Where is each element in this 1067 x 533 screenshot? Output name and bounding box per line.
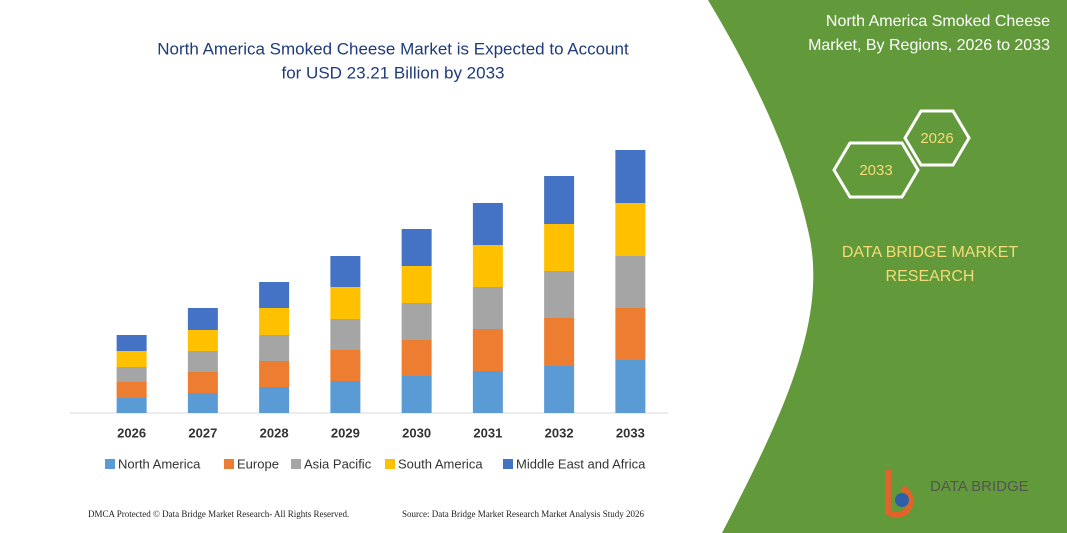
bar-segment [187, 372, 218, 393]
bar-segment [330, 256, 361, 287]
footer-left: DMCA Protected © Data Bridge Market Rese… [88, 509, 349, 519]
hexagon [832, 141, 920, 199]
legend-swatch [224, 459, 234, 469]
panel-title: North America Smoked Cheese [826, 13, 1050, 30]
bar-segment [116, 398, 147, 413]
legend-swatch [385, 459, 395, 469]
chart-title: for USD 23.21 Billion by 2033 [281, 63, 504, 82]
bar-segment [259, 308, 290, 335]
legend-label: South America [398, 456, 483, 471]
bar-segment [330, 319, 361, 350]
hex-label: 2033 [859, 162, 892, 179]
bar-segment [544, 224, 575, 271]
bar-segment [615, 203, 646, 256]
x-tick-label: 2028 [260, 425, 289, 440]
x-tick-label: 2027 [188, 425, 217, 440]
bar-segment [544, 176, 575, 224]
brand-text: DATA BRIDGE MARKET [842, 244, 1019, 261]
x-tick-label: 2032 [545, 425, 574, 440]
bar-segment [544, 366, 575, 413]
bar-segment [472, 287, 503, 329]
panel-title: Market, By Regions, 2026 to 2033 [808, 37, 1050, 54]
bar-segment [401, 340, 432, 376]
bar-segment [116, 367, 147, 382]
bar-segment [187, 393, 218, 413]
bar-segment [401, 376, 432, 413]
bar-segment [259, 282, 290, 308]
bar-segment [401, 229, 432, 266]
bar-segment [615, 256, 646, 308]
x-tick-label: 2026 [117, 425, 146, 440]
x-tick-label: 2029 [331, 425, 360, 440]
bar-segment [187, 308, 218, 330]
legend-label: Middle East and Africa [516, 456, 646, 471]
bar-segment [615, 150, 646, 203]
bar-segment [330, 287, 361, 319]
hexagon [903, 109, 971, 167]
legend-swatch [105, 459, 115, 469]
legend-label: Asia Pacific [304, 456, 372, 471]
bar-segment [472, 203, 503, 245]
bar-segment [544, 271, 575, 318]
bar-segment [116, 382, 147, 398]
bar-segment [472, 245, 503, 287]
bar-segment [401, 266, 432, 303]
logo-text: DATA BRIDGE [930, 478, 1029, 495]
bar-segment [401, 303, 432, 340]
x-tick-label: 2033 [616, 425, 645, 440]
legend-swatch [503, 459, 513, 469]
bar-segment [472, 371, 503, 413]
legend-label: North America [118, 456, 201, 471]
footer-right: Source: Data Bridge Market Research Mark… [402, 509, 644, 519]
chart-title: North America Smoked Cheese Market is Ex… [157, 39, 629, 58]
bar-segment [116, 335, 147, 351]
bar-segment [116, 351, 147, 367]
bar-segment [615, 308, 646, 360]
brand-text: RESEARCH [886, 268, 975, 285]
bar-segment [330, 381, 361, 413]
bar-segment [259, 335, 290, 361]
logo: DATA BRIDGE [885, 470, 1029, 518]
x-tick-label: 2030 [402, 425, 431, 440]
bar-segment [544, 318, 575, 366]
bar-segment [330, 350, 361, 381]
x-tick-label: 2031 [473, 425, 502, 440]
logo-mark [885, 470, 914, 518]
bar-segment [259, 361, 290, 387]
legend-swatch [291, 459, 301, 469]
bar-segment [187, 330, 218, 351]
bar-segment [259, 387, 290, 413]
logo-mark [895, 493, 909, 507]
bar-segment [472, 329, 503, 371]
hex-label: 2026 [920, 130, 953, 147]
legend-label: Europe [237, 456, 279, 471]
bar-segment [615, 360, 646, 413]
bar-segment [187, 351, 218, 372]
side-panel [708, 0, 1067, 533]
